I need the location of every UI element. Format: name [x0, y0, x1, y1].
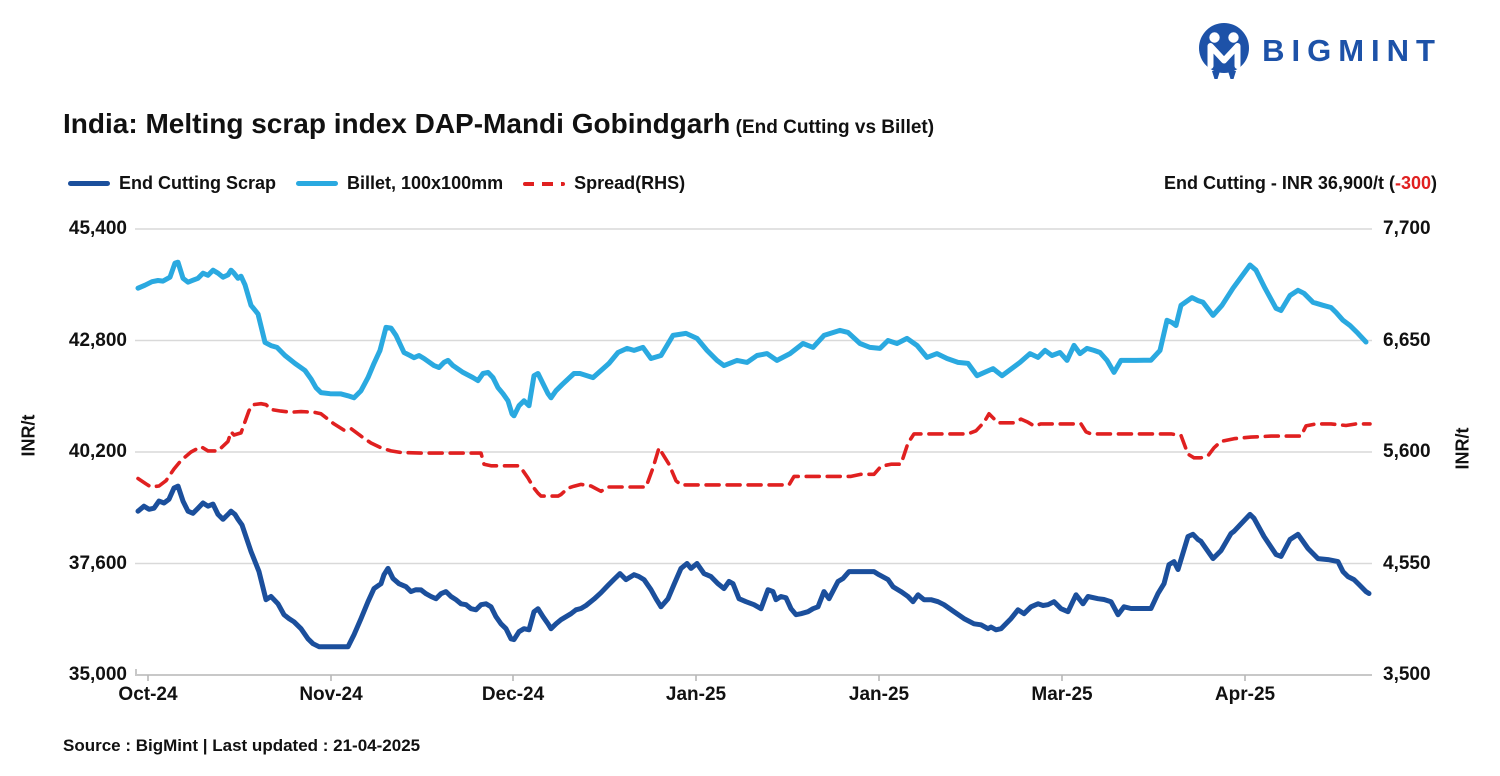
chart-title-main: India: Melting scrap index DAP-Mandi Gob…	[63, 108, 731, 139]
left-axis-tick-label: 35,000	[68, 664, 127, 685]
x-axis-tick-label: Jan-25	[848, 684, 910, 705]
right-axis-tick-label: 3,500	[1383, 664, 1431, 685]
series-line-end-cutting-scrap	[135, 483, 1372, 650]
legend-swatch-billet	[296, 181, 338, 186]
legend-label-end-cutting-scrap: End Cutting Scrap	[119, 173, 276, 193]
series-line-billet-100x100mm	[135, 259, 1369, 419]
bigmint-logo: BIGMINT	[1198, 22, 1442, 80]
legend-swatch-spread	[523, 181, 566, 186]
chart-title: India: Melting scrap index DAP-Mandi Gob…	[63, 108, 934, 140]
legend-item-end-cutting-scrap: End Cutting Scrap	[68, 173, 276, 194]
annotation-suffix: )	[1431, 173, 1437, 193]
legend-item-billet: Billet, 100x100mm	[296, 173, 503, 194]
x-axis-tick-label: Nov-24	[299, 684, 363, 705]
chart-legend: End Cutting Scrap Billet, 100x100mm Spre…	[68, 173, 685, 194]
legend-label-spread: Spread(RHS)	[574, 173, 686, 193]
series-line-spread-rhs-	[136, 401, 1372, 498]
left-axis-tick-label: 42,800	[68, 329, 127, 351]
bigmint-logo-text: BIGMINT	[1262, 33, 1442, 68]
right-axis-tick-label: 7,700	[1383, 218, 1431, 239]
current-value-annotation: End Cutting - INR 36,900/t (-300)	[1164, 173, 1437, 194]
annotation-change-value: -300	[1394, 173, 1431, 193]
x-axis-tick-label: Dec-24	[481, 684, 545, 705]
x-axis-tick-label: Mar-25	[1031, 684, 1093, 705]
bigmint-logo-icon	[1199, 23, 1250, 79]
chart-title-suffix: (End Cutting vs Billet)	[730, 117, 935, 138]
x-axis-tick-label: Jan-25	[665, 684, 727, 705]
left-axis-tick-label: 45,400	[68, 218, 127, 239]
legend-label-billet: Billet, 100x100mm	[347, 173, 504, 193]
legend-item-spread: Spread(RHS)	[523, 173, 685, 194]
right-axis-tick-label: 6,650	[1383, 329, 1431, 351]
legend-swatch-end-cutting-scrap	[68, 181, 110, 186]
source-note: Source : BigMint | Last updated : 21-04-…	[63, 736, 421, 755]
right-axis-tick-label: 5,600	[1383, 441, 1431, 462]
right-axis-tick-label: 4,550	[1383, 552, 1431, 574]
x-axis-tick-label: Apr-25	[1214, 684, 1276, 705]
annotation-prefix: End Cutting - INR 36,900/t (	[1163, 173, 1395, 193]
left-axis-tick-label: 40,200	[68, 441, 127, 462]
left-axis-tick-label: 37,600	[68, 552, 127, 574]
x-axis-tick-label: Oct-24	[118, 684, 178, 705]
